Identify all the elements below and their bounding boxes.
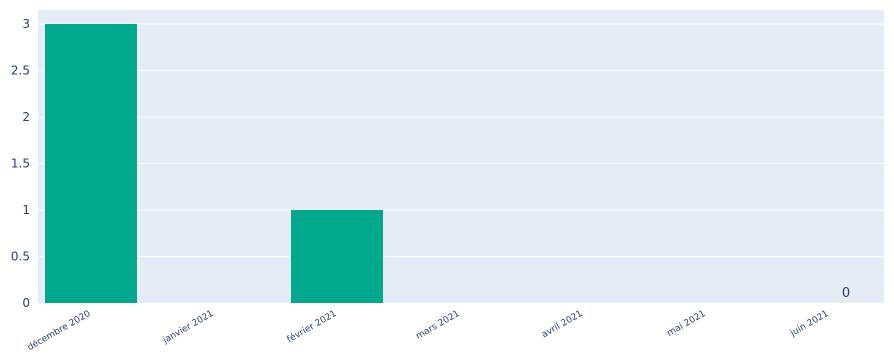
y-axis-ticks: 0 0.5 1 1.5 2 2.5 3 bbox=[11, 17, 30, 310]
x-tick-label: juin 2021 bbox=[788, 309, 830, 339]
x-tick-label: mai 2021 bbox=[666, 309, 708, 339]
data-labels: 0 bbox=[842, 286, 850, 301]
y-tick-label: 2.5 bbox=[11, 64, 30, 78]
x-tick-label: février 2021 bbox=[285, 308, 338, 345]
plot-area bbox=[38, 10, 884, 303]
x-tick-label: mars 2021 bbox=[415, 309, 462, 342]
gridlines bbox=[38, 23, 884, 257]
bar bbox=[291, 210, 383, 303]
bars bbox=[45, 24, 383, 303]
x-axis-ticks: décembre 2020 janvier 2021 février 2021 mar… bbox=[25, 308, 830, 353]
x-tick-label: décembre 2020 bbox=[25, 308, 92, 353]
x-tick-label: avril 2021 bbox=[540, 309, 584, 340]
data-label: 0 bbox=[842, 286, 850, 301]
y-tick-label: 0 bbox=[22, 296, 30, 310]
y-tick-label: 2 bbox=[22, 110, 30, 124]
y-tick-label: 3 bbox=[22, 17, 30, 31]
y-tick-label: 0.5 bbox=[11, 250, 30, 264]
x-tick-label: janvier 2021 bbox=[161, 309, 216, 346]
bar bbox=[45, 24, 137, 303]
y-tick-label: 1 bbox=[22, 203, 30, 217]
y-tick-label: 1.5 bbox=[11, 157, 30, 171]
